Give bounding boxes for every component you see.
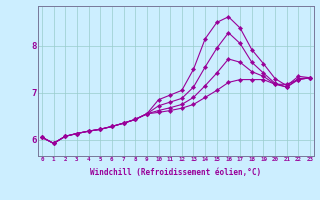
X-axis label: Windchill (Refroidissement éolien,°C): Windchill (Refroidissement éolien,°C) xyxy=(91,168,261,177)
